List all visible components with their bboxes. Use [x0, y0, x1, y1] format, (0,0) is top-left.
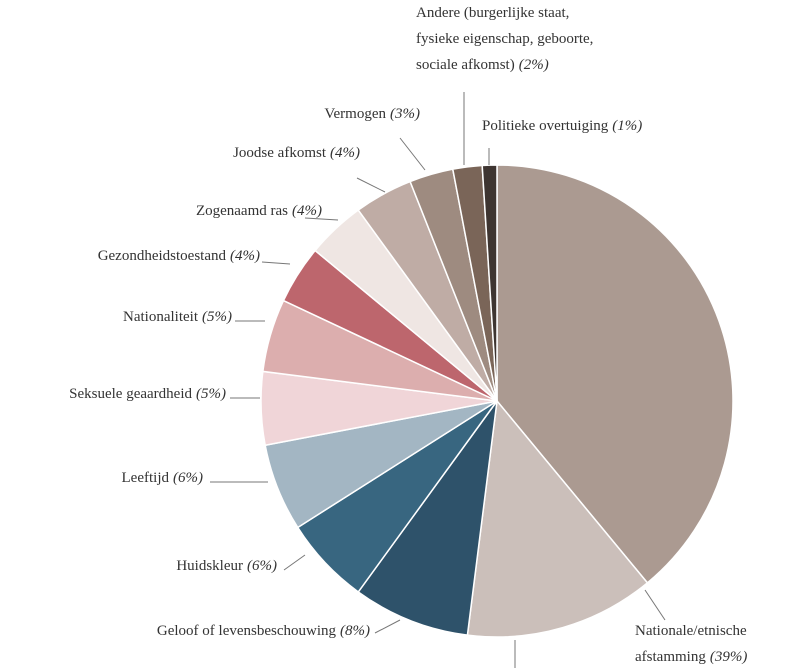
- value-label: (6%): [173, 470, 203, 486]
- pie-slice: [466, 399, 649, 638]
- slice-label: Nationale/etnische afstamming: [635, 623, 747, 665]
- leader-line: [399, 137, 426, 171]
- slice-label: Gezondheidstoestand: [98, 248, 227, 264]
- leader-line: [283, 554, 306, 571]
- slice-label: Zogenaamd ras: [196, 203, 288, 219]
- leader-line: [644, 589, 666, 621]
- value-label: (2%): [519, 57, 549, 73]
- slice-label: Andere (burgerlijke staat, fysieke eigens…: [416, 5, 593, 73]
- pie-slice: [357, 400, 498, 636]
- slice-label: Geloof of levensbeschouwing: [157, 623, 337, 639]
- slice-label: Politieke overtuiging: [482, 118, 609, 134]
- leader-line: [374, 619, 401, 634]
- leader-line: [356, 177, 386, 193]
- value-label: (4%): [330, 145, 360, 161]
- value-label: (39%): [710, 649, 748, 665]
- slice-label: Vermogen: [324, 106, 386, 122]
- value-label: (4%): [292, 203, 322, 219]
- slice-label: Seksuele geaardheid: [69, 386, 192, 402]
- value-label: (6%): [247, 558, 277, 574]
- value-label: (3%): [390, 106, 420, 122]
- pie-slice: [481, 164, 498, 402]
- value-label: (8%): [340, 623, 370, 639]
- slice-label: Joodse afkomst: [233, 145, 327, 161]
- value-label: (5%): [202, 309, 232, 325]
- value-label: (1%): [612, 118, 642, 134]
- slice-label: Nationaliteit: [123, 309, 199, 325]
- slice-label: Huidskleur: [176, 558, 243, 574]
- pie-slice: [496, 164, 734, 584]
- slice-label: Leeftijd: [122, 470, 170, 486]
- leader-line: [304, 217, 339, 221]
- value-label: (4%): [230, 248, 260, 264]
- value-label: (5%): [196, 386, 226, 402]
- leader-line: [261, 261, 291, 265]
